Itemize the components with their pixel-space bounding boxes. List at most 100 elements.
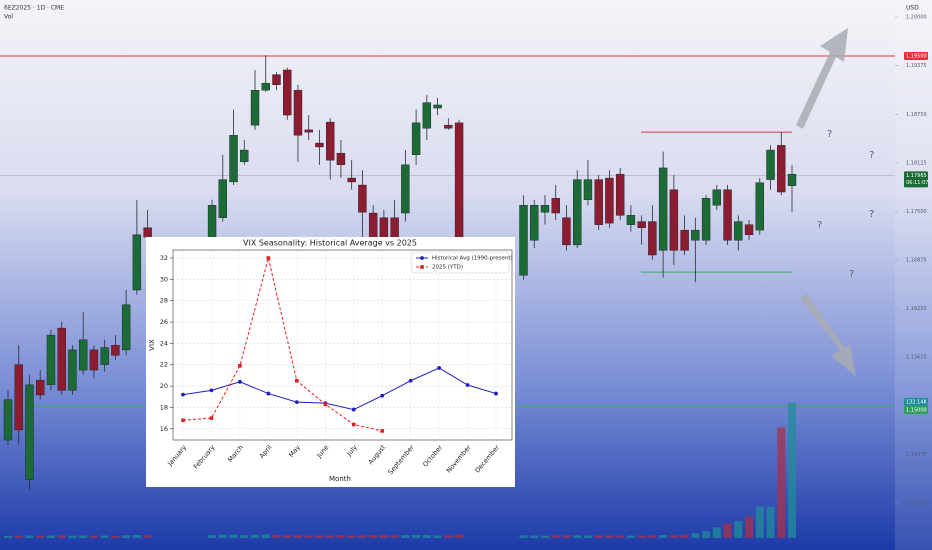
- volume-bar: [208, 535, 217, 538]
- volume-bar: [326, 535, 335, 538]
- candle-body: [723, 189, 732, 241]
- volume-bar: [573, 535, 582, 538]
- candle-body: [293, 89, 303, 136]
- candle-body: [121, 304, 131, 351]
- volume-bar: [379, 534, 388, 538]
- volume-bar: [433, 535, 442, 538]
- volume-bar: [304, 535, 313, 538]
- volume-bar: [648, 535, 657, 538]
- volume-bar: [626, 535, 635, 538]
- volume-bar: [455, 534, 464, 538]
- candle-body: [787, 173, 797, 187]
- volume-bar: [57, 535, 66, 538]
- inset-background: [146, 237, 515, 487]
- volume-bar: [680, 534, 689, 538]
- candle-body: [551, 198, 560, 214]
- point: [238, 364, 242, 368]
- volume-bar: [132, 534, 141, 538]
- volume-bar: [369, 535, 378, 538]
- candle-body: [111, 344, 120, 356]
- legend-box: [411, 251, 510, 274]
- question-mark: ?: [817, 220, 822, 231]
- point: [408, 378, 413, 383]
- volume-bar: [519, 535, 528, 538]
- price-tick-label: 1.13750: [906, 501, 927, 507]
- point: [181, 418, 185, 423]
- legend-label: Historical Avg (1990-present): [432, 256, 513, 262]
- legend-marker: [420, 256, 424, 260]
- candle-body: [283, 69, 292, 116]
- point: [238, 379, 242, 384]
- volume-bar: [293, 535, 302, 538]
- y-axis-label: VIX: [148, 339, 156, 351]
- candle-body: [530, 205, 539, 241]
- point: [181, 392, 185, 397]
- point: [323, 402, 328, 407]
- volume-bar: [25, 535, 34, 538]
- volume-bar: [36, 535, 45, 538]
- price-tick-label: 1.20000: [906, 15, 927, 21]
- point: [209, 416, 214, 420]
- candle-body: [261, 82, 270, 91]
- volume-bar: [336, 535, 345, 538]
- candle-body: [680, 229, 689, 251]
- candle-body: [454, 122, 464, 246]
- candle-body: [712, 189, 722, 206]
- point: [380, 393, 385, 398]
- candle-body: [132, 234, 142, 291]
- candle-body: [3, 399, 13, 441]
- y-tick-label: 22: [160, 361, 168, 369]
- candle-body: [390, 217, 399, 238]
- candle-body: [304, 129, 313, 133]
- candle-body: [89, 349, 99, 371]
- volume-bar: [111, 535, 120, 538]
- candle-body: [401, 164, 410, 214]
- point: [494, 391, 498, 396]
- volume-bar: [540, 535, 549, 538]
- inset-title: VIX Seasonality: Historical Average vs 2…: [243, 239, 417, 248]
- candle-body: [46, 334, 56, 386]
- candle-body: [433, 104, 442, 109]
- y-tick-label: 20: [160, 382, 168, 390]
- point: [465, 383, 470, 387]
- candle-body: [325, 121, 335, 161]
- candle-body: [637, 221, 646, 228]
- volume-bar: [14, 535, 23, 538]
- volume-bar: [712, 527, 721, 538]
- point: [209, 388, 214, 393]
- volume-bar: [272, 534, 281, 538]
- candle-body: [250, 89, 260, 126]
- question-mark: ?: [827, 129, 832, 140]
- x-axis-label: Month: [329, 475, 351, 483]
- volume-bar: [669, 535, 678, 538]
- candle-body: [229, 135, 238, 183]
- candle-body: [315, 142, 324, 148]
- point: [351, 407, 356, 412]
- candle-body: [68, 349, 77, 391]
- volume-bar: [412, 534, 421, 538]
- volume-bar: [562, 535, 571, 538]
- volume-bar: [229, 534, 238, 538]
- candle-body: [648, 221, 657, 256]
- question-mark: ?: [849, 269, 854, 280]
- y-tick-label: 24: [160, 339, 168, 347]
- volume-bar: [100, 535, 109, 538]
- candle-body: [218, 179, 227, 218]
- price-tick-label: 1.16250: [906, 306, 927, 312]
- level-low-tag-bg: [904, 405, 928, 414]
- candle-body: [615, 173, 625, 216]
- price-axis-bg: [895, 0, 932, 550]
- candle-body: [519, 205, 528, 276]
- countdown: 06:11:07: [906, 180, 928, 186]
- y-tick-label: 28: [160, 297, 168, 305]
- symbol-title: 6EZ2025 · 1D · CME: [4, 5, 64, 12]
- point: [437, 366, 441, 370]
- candle-body: [540, 205, 550, 213]
- volume-bar: [390, 535, 399, 538]
- volume-bar: [4, 535, 12, 538]
- series-line: [182, 367, 497, 411]
- candle-body: [143, 227, 152, 238]
- volume-bar: [261, 534, 270, 538]
- arrow-down: [800, 293, 856, 376]
